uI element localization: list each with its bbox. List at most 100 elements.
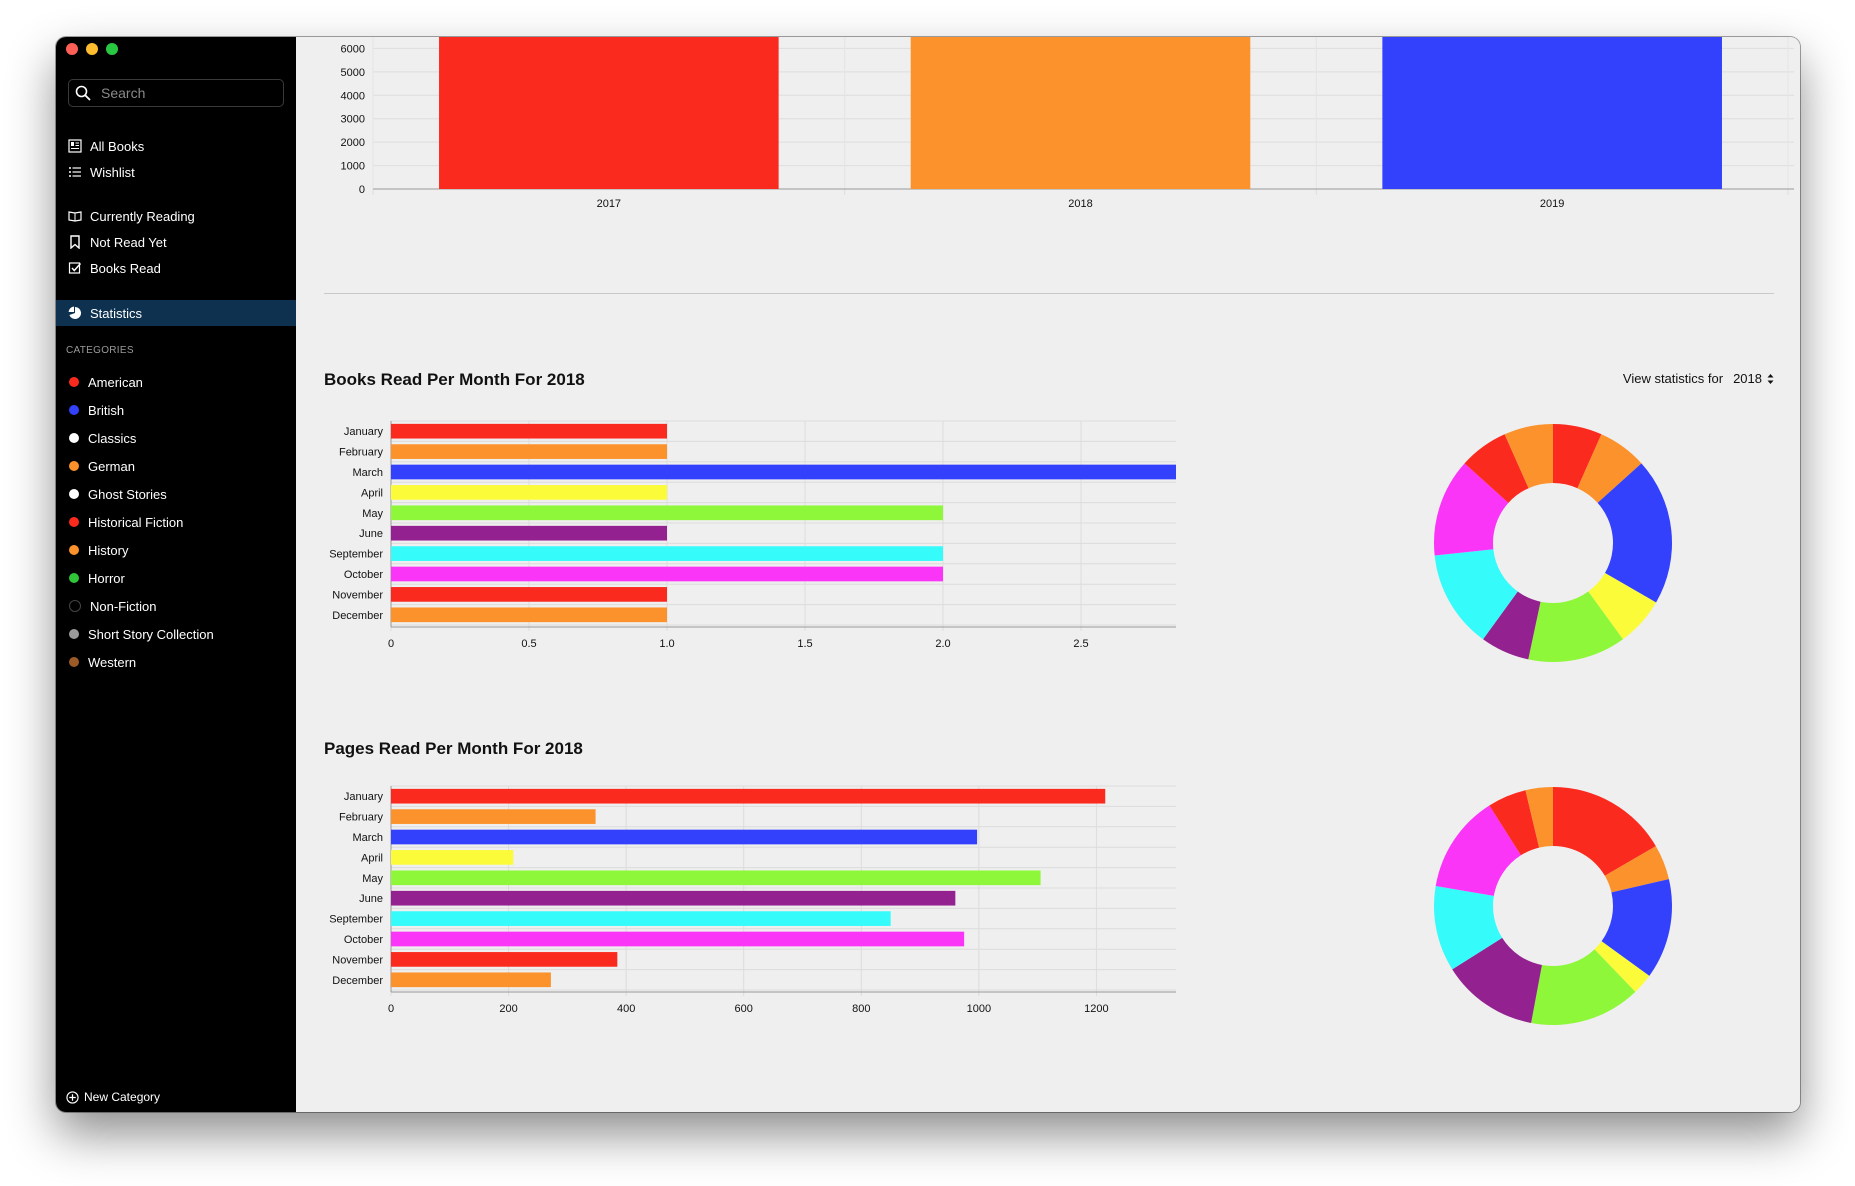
x-tick-label: 600 [735,1003,753,1015]
sidebar-item-currently-reading[interactable]: Currently Reading [56,203,296,229]
x-tick-label: 1.0 [659,638,674,650]
reading-nav: Currently Reading Not Read Yet Books Rea… [56,203,296,281]
pages-per-month-donut [1434,787,1672,1026]
sidebar-category-item[interactable]: Horror [56,564,296,592]
books-per-month-donut [1433,424,1673,662]
search-icon [75,85,91,101]
view-stats-label: View statistics for [1622,371,1724,386]
y-tick-label: March [352,467,383,479]
donut-slice [1452,937,1542,1023]
search-field[interactable] [68,79,284,107]
category-label: Historical Fiction [88,514,184,530]
sidebar-item-statistics[interactable]: Statistics [56,300,296,326]
x-tick-label: 2.5 [1073,638,1088,650]
category-label: Horror [88,570,125,586]
sidebar-item-label: Books Read [90,260,161,276]
sidebar-category-item[interactable]: Non-Fiction [56,592,296,620]
donut-slice [1553,787,1656,876]
year-bar [439,37,779,189]
month-bar [391,870,1041,886]
category-label: Ghost Stories [88,486,167,502]
donut-slice [1483,591,1541,660]
y-tick-label: February [339,812,384,824]
sidebar-category-item[interactable]: Ghost Stories [56,480,296,508]
y-tick-label: September [329,549,383,561]
x-tick-label: 1.5 [797,638,812,650]
y-tick-label: June [359,528,383,540]
donut-slice [1434,549,1518,640]
x-tick-label: 800 [852,1003,870,1015]
donut-slice [1577,434,1642,503]
books-chart-title: Books Read Per Month For 2018 [324,370,585,389]
sidebar-item-books-read[interactable]: Books Read [56,255,296,281]
month-bar [391,850,514,865]
category-label: Classics [88,430,137,446]
sidebar-category-item[interactable]: British [56,396,296,424]
category-label: Short Story Collection [88,626,214,642]
sidebar-category-item[interactable]: Classics [56,424,296,452]
donut-slice [1597,463,1673,603]
month-bar [391,890,956,906]
x-tick-label: 0.5 [521,638,536,650]
minimize-window-button[interactable] [86,43,98,55]
sidebar-item-all-books[interactable]: All Books [56,133,296,159]
section-divider [324,293,1774,294]
sidebar-category-item[interactable]: History [56,536,296,564]
new-category-button[interactable]: New Category [66,1090,160,1104]
sidebar-category-item[interactable]: Historical Fiction [56,508,296,536]
sidebar-item-label: Not Read Yet [90,234,167,250]
y-tick-label: November [332,589,383,601]
sidebar: All Books Wishlist Currently Reading Not… [56,37,296,1112]
category-color-dot [69,573,79,583]
y-tick-label: May [362,508,383,520]
donut-slice [1604,846,1669,893]
y-tick-label: 3000 [341,114,365,126]
y-tick-label: January [344,791,384,803]
donut-slice [1433,463,1509,556]
sidebar-category-item[interactable]: American [56,368,296,396]
y-tick-label: October [344,569,383,581]
pages-chart-title: Pages Read Per Month For 2018 [324,739,583,758]
y-tick-label: December [332,610,383,622]
sidebar-item-wishlist[interactable]: Wishlist [56,159,296,185]
category-label: History [88,542,129,558]
category-color-dot [69,377,79,387]
sidebar-category-item[interactable]: Western [56,648,296,676]
month-bar [391,952,618,967]
x-tick-label: 200 [499,1003,517,1015]
y-tick-label: 1000 [341,161,365,173]
sidebar-item-label: Statistics [90,305,143,321]
donut-slice [1553,424,1602,489]
month-bar [391,566,943,582]
y-tick-label: 2000 [341,137,365,149]
year-selector: View statistics for 2018 [1623,371,1774,386]
y-tick-label: 5000 [341,67,365,79]
year-dropdown[interactable]: 2018 [1733,371,1774,386]
pie-chart-icon [68,306,82,320]
month-bar [391,788,1106,804]
month-bar [391,809,596,824]
donut-slice [1594,941,1650,992]
y-tick-label: December [332,975,383,987]
category-color-dot [69,517,79,527]
x-tick-label: 0 [388,1003,394,1015]
donut-slice [1601,879,1672,976]
y-tick-label: March [352,832,383,844]
category-color-dot [69,545,79,555]
pages-per-month-chart: 0200400600800100012001400JanuaryFebruary… [329,785,1176,1015]
close-window-button[interactable] [66,43,78,55]
sidebar-category-item[interactable]: German [56,452,296,480]
year-bar [910,37,1251,189]
donut-slice [1528,591,1623,662]
zoom-window-button[interactable] [106,43,118,55]
sidebar-category-item[interactable]: Short Story Collection [56,620,296,648]
sidebar-item-not-read-yet[interactable]: Not Read Yet [56,229,296,255]
category-color-dot [69,657,79,667]
new-category-label: New Category [84,1090,161,1104]
y-tick-label: 4000 [341,90,365,102]
x-tick-label: 2.0 [935,638,950,650]
search-input[interactable] [99,84,273,102]
y-tick-label: January [344,426,384,438]
list-icon [68,165,82,179]
donut-slice [1434,885,1503,970]
